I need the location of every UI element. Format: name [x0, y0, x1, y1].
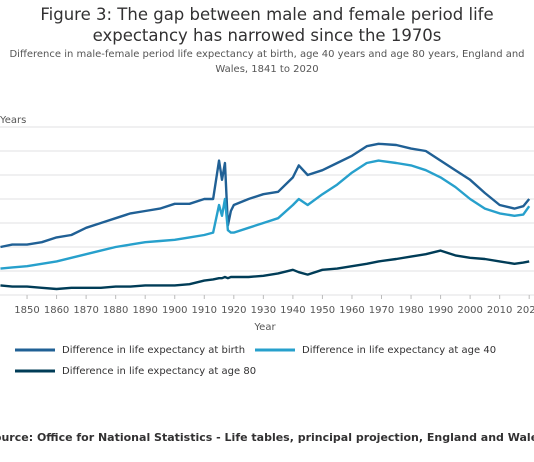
x-tick-label: 1900 [162, 305, 187, 316]
line-series [0, 249, 530, 291]
x-tick-label: 1870 [73, 305, 98, 316]
x-tick-label: 2010 [487, 305, 512, 316]
line-series [0, 159, 531, 270]
x-tick-label: 2020 [516, 305, 534, 316]
legend-label: Difference in life expectancy at birth [62, 345, 245, 356]
x-tick-label: 1910 [192, 305, 217, 316]
x-tick-label: 1990 [428, 305, 453, 316]
x-tick-label: 1950 [310, 305, 335, 316]
legend-label: Difference in life expectancy at age 80 [62, 366, 256, 377]
x-tick-label: 1880 [103, 305, 128, 316]
x-tick-label: 2000 [457, 305, 482, 316]
x-tick-label: 1960 [339, 305, 364, 316]
source: Source: Office for National Statistics -… [0, 431, 534, 444]
chart-title: Figure 3: The gap between male and femal… [40, 5, 494, 45]
x-tick-label: 1970 [369, 305, 394, 316]
x-tick-label: 1890 [132, 305, 157, 316]
x-tick-label: 1860 [44, 305, 69, 316]
x-axis-label: Year [253, 322, 276, 333]
legend-label: Difference in life expectancy at age 40 [302, 345, 496, 356]
x-tick-label: 1980 [398, 305, 423, 316]
x-tick-label: 1940 [280, 305, 305, 316]
y-axis-label: Years [0, 115, 26, 126]
x-tick-label: 1930 [251, 305, 276, 316]
x-tick-label: 1920 [221, 305, 246, 316]
line-series [0, 142, 531, 249]
x-tick-label: 1850 [14, 305, 39, 316]
chart-subtitle: Difference in male-female period life ex… [9, 49, 525, 75]
